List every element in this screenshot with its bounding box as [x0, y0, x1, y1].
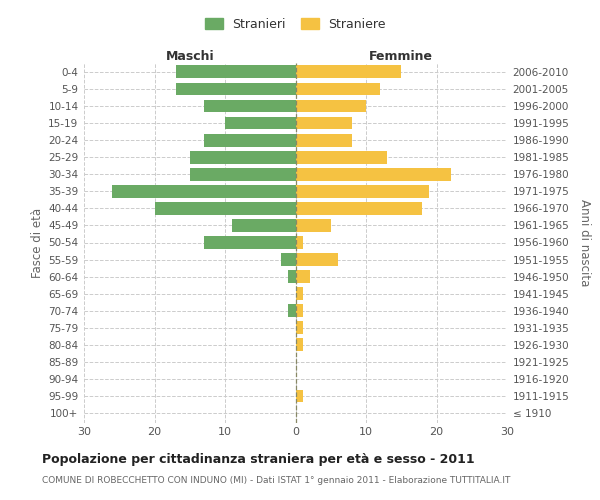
Y-axis label: Fasce di età: Fasce di età [31, 208, 44, 278]
Bar [296, 288, 302, 300]
Bar [296, 219, 331, 232]
Bar [296, 304, 302, 317]
Bar [296, 270, 310, 283]
Bar [296, 168, 451, 180]
Bar [204, 236, 296, 249]
Bar [296, 202, 422, 215]
Bar [281, 253, 296, 266]
Bar [190, 168, 296, 180]
Bar [296, 322, 302, 334]
Bar [296, 338, 302, 351]
Bar [289, 270, 296, 283]
Bar [296, 116, 352, 130]
Bar [176, 82, 296, 96]
Bar [155, 202, 296, 215]
Bar [225, 116, 296, 130]
Text: COMUNE DI ROBECCHETTO CON INDUNO (MI) - Dati ISTAT 1° gennaio 2011 - Elaborazion: COMUNE DI ROBECCHETTO CON INDUNO (MI) - … [42, 476, 511, 485]
Bar [289, 304, 296, 317]
Bar [112, 185, 296, 198]
Bar [296, 185, 430, 198]
Bar [296, 236, 302, 249]
Bar [296, 253, 338, 266]
Bar [176, 66, 296, 78]
Bar [296, 82, 380, 96]
Text: Maschi: Maschi [166, 50, 214, 62]
Bar [296, 134, 352, 146]
Bar [296, 151, 387, 164]
Text: Popolazione per cittadinanza straniera per età e sesso - 2011: Popolazione per cittadinanza straniera p… [42, 452, 475, 466]
Bar [296, 100, 366, 112]
Text: Femmine: Femmine [369, 50, 433, 62]
Bar [204, 134, 296, 146]
Bar [232, 219, 296, 232]
Bar [296, 66, 401, 78]
Bar [296, 390, 302, 402]
Y-axis label: Anni di nascita: Anni di nascita [578, 199, 590, 286]
Legend: Stranieri, Straniere: Stranieri, Straniere [200, 13, 391, 36]
Bar [204, 100, 296, 112]
Bar [190, 151, 296, 164]
